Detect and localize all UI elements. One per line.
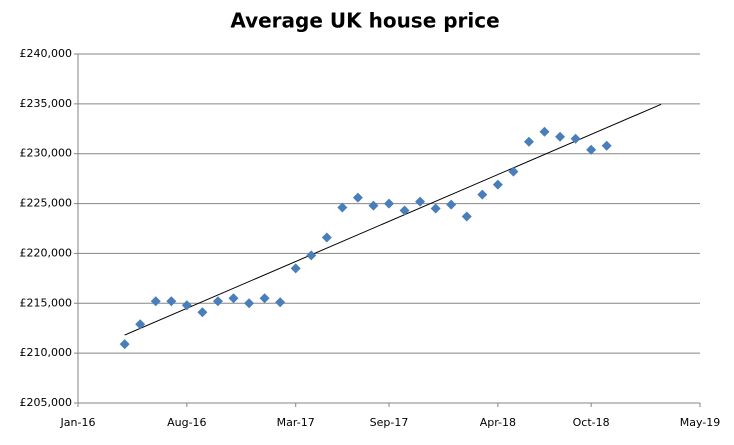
data-point bbox=[150, 296, 161, 307]
data-point bbox=[492, 179, 503, 190]
x-tick-label: Mar-17 bbox=[277, 416, 315, 429]
data-point bbox=[228, 293, 239, 304]
trendline bbox=[124, 103, 662, 336]
data-point bbox=[290, 263, 301, 274]
data-point bbox=[212, 296, 223, 307]
x-tick-label: Apr-18 bbox=[480, 416, 516, 429]
data-point bbox=[601, 140, 612, 151]
data-point bbox=[399, 205, 410, 216]
y-tick-label: £205,000 bbox=[20, 396, 73, 409]
data-point bbox=[275, 297, 286, 308]
data-point bbox=[197, 307, 208, 318]
data-point bbox=[539, 126, 550, 137]
data-point bbox=[430, 203, 441, 214]
data-point bbox=[508, 166, 519, 177]
y-tick-label: £230,000 bbox=[20, 147, 73, 160]
data-point bbox=[321, 232, 332, 243]
y-tick-label: £235,000 bbox=[20, 97, 73, 110]
y-tick-label: £215,000 bbox=[20, 296, 73, 309]
x-tick-label: Sep-17 bbox=[370, 416, 409, 429]
data-point bbox=[461, 211, 472, 222]
y-tick-label: £220,000 bbox=[20, 246, 73, 259]
data-point bbox=[259, 293, 270, 304]
data-point bbox=[477, 189, 488, 200]
data-point bbox=[306, 250, 317, 261]
data-point bbox=[337, 202, 348, 213]
x-tick-label: May-19 bbox=[680, 416, 721, 429]
data-point bbox=[415, 196, 426, 207]
y-tick-label: £240,000 bbox=[20, 47, 73, 60]
data-point bbox=[352, 192, 363, 203]
data-point bbox=[384, 198, 394, 209]
data-point bbox=[135, 319, 146, 330]
data-point bbox=[181, 300, 192, 311]
x-tick-label: Aug-16 bbox=[167, 416, 206, 429]
data-point bbox=[166, 296, 177, 307]
data-point bbox=[119, 339, 130, 350]
y-tick-label: £225,000 bbox=[20, 197, 73, 210]
data-point bbox=[586, 144, 597, 155]
y-tick-label: £210,000 bbox=[20, 346, 73, 359]
data-point bbox=[446, 199, 457, 210]
x-tick-label: Jan-16 bbox=[60, 416, 96, 429]
data-point bbox=[570, 133, 581, 144]
data-point bbox=[555, 131, 566, 142]
data-point bbox=[523, 136, 534, 147]
data-point bbox=[244, 298, 255, 309]
data-point bbox=[368, 200, 379, 211]
chart-title: Average UK house price bbox=[230, 9, 499, 33]
x-tick-label: Oct-18 bbox=[573, 416, 610, 429]
